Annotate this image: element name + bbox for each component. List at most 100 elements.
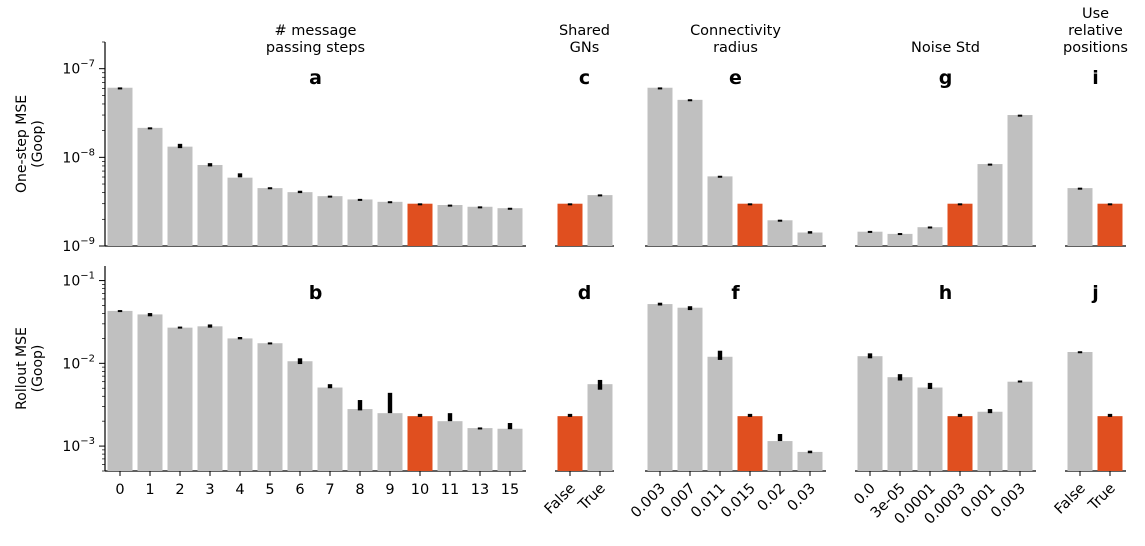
bar-j-False	[1067, 352, 1093, 471]
bar-e-0.03	[797, 232, 823, 246]
bar-a-13	[467, 206, 493, 246]
x-tick-label: True	[575, 480, 609, 514]
x-tick-label: True	[1085, 480, 1119, 514]
panel-letter-h: h	[939, 282, 953, 304]
bar-j-True	[1097, 416, 1123, 471]
error-bar-b-15	[507, 423, 513, 430]
bar-a-7	[317, 196, 343, 246]
bar-a-5	[257, 188, 283, 246]
x-tick-label: 8	[355, 482, 364, 498]
bar-f-0.011	[707, 356, 733, 471]
bar-c-True	[587, 195, 613, 246]
panel-letter-e: e	[729, 67, 742, 89]
column-title-5: relative	[1068, 23, 1123, 39]
bar-b-6	[287, 361, 313, 471]
error-bar-g-0.0	[867, 230, 873, 233]
x-tick-label: False	[1052, 480, 1089, 517]
error-bar-g-0.003	[1017, 114, 1023, 117]
bar-h-0.0001	[917, 387, 943, 471]
bar-a-8	[347, 199, 373, 246]
bar-e-0.003	[647, 87, 673, 247]
error-bar-b-8	[357, 400, 363, 411]
error-bar-i-False	[1077, 187, 1083, 190]
x-tick-label: 0.02	[755, 481, 789, 515]
bar-b-9	[377, 413, 403, 471]
error-bar-h-0.0001	[927, 382, 933, 389]
error-bar-b-6	[297, 358, 303, 365]
y-axis-label-row-2: Rollout MSE(Goop)	[14, 327, 46, 410]
bar-i-False	[1067, 188, 1093, 246]
bar-d-False	[557, 416, 583, 471]
bar-h-0.003	[1007, 381, 1033, 471]
bar-b-0	[107, 310, 133, 471]
column-title-5: positions	[1063, 40, 1128, 56]
error-bar-a-5	[267, 187, 273, 190]
error-bar-a-9	[387, 201, 393, 204]
bar-e-0.007	[677, 99, 703, 247]
panel-letter-a: a	[309, 67, 322, 89]
x-tick-label: 13	[471, 482, 489, 498]
bar-h-0.001	[977, 411, 1003, 471]
panel-letter-i: i	[1092, 67, 1099, 89]
error-bar-b-0	[117, 310, 123, 313]
column-title-2: Shared	[559, 23, 610, 39]
panel-letter-b: b	[309, 282, 323, 304]
bar-h-0.0003	[947, 416, 973, 471]
bar-b-7	[317, 387, 343, 471]
error-bar-f-0.03	[807, 450, 813, 454]
error-bar-i-True	[1107, 203, 1113, 206]
error-bar-a-1	[147, 127, 153, 130]
column-title-3: radius	[713, 40, 758, 56]
error-bar-b-9	[387, 392, 393, 414]
x-tick-label: 4	[235, 482, 244, 498]
error-bar-d-True	[597, 379, 603, 390]
x-tick-label: 9	[385, 482, 394, 498]
bar-a-10	[407, 203, 433, 246]
bar-a-15	[497, 208, 523, 246]
bar-a-11	[437, 205, 463, 246]
error-bar-e-0.03	[807, 231, 813, 234]
y-tick-label: 10−3	[62, 436, 95, 455]
bar-g-0.003	[1007, 115, 1033, 247]
column-title-2: GNs	[570, 40, 600, 56]
bar-h-3e-05	[887, 377, 913, 471]
bar-b-5	[257, 343, 283, 471]
panel-letter-j: j	[1091, 282, 1099, 304]
error-bar-f-0.015	[747, 413, 753, 417]
column-title-4: Noise Std	[911, 40, 980, 56]
error-bar-b-10	[417, 413, 423, 417]
error-bar-b-11	[447, 413, 453, 422]
bar-f-0.003	[647, 304, 673, 471]
bar-h-0.0	[857, 356, 883, 471]
error-bar-e-0.003	[657, 87, 663, 90]
bar-b-1	[137, 314, 163, 471]
error-bar-b-13	[477, 427, 483, 430]
error-bar-a-10	[417, 203, 423, 206]
bar-f-0.007	[677, 307, 703, 471]
bar-b-3	[197, 326, 223, 471]
error-bar-f-0.011	[717, 350, 723, 360]
error-bar-d-False	[567, 413, 573, 417]
error-bar-b-4	[237, 337, 243, 340]
error-bar-h-0.001	[987, 409, 993, 414]
x-tick-label: 0.03	[785, 481, 819, 515]
error-bar-a-3	[207, 163, 213, 167]
error-bar-a-0	[117, 87, 123, 90]
bar-a-4	[227, 177, 253, 246]
y-tick-label: 10−7	[62, 59, 95, 78]
bar-b-10	[407, 416, 433, 471]
error-bar-h-0.003	[1017, 380, 1023, 383]
panel-letter-d: d	[578, 282, 592, 304]
error-bar-f-0.007	[687, 306, 693, 311]
error-bar-a-8	[357, 198, 363, 201]
bar-f-0.02	[767, 441, 793, 471]
error-bar-e-0.02	[777, 219, 783, 222]
error-bar-b-1	[147, 313, 153, 317]
bar-c-False	[557, 203, 583, 246]
error-bar-h-3e-05	[897, 374, 903, 381]
x-tick-label: 1	[145, 482, 154, 498]
x-tick-label: 0.015	[718, 481, 759, 522]
x-tick-label: 7	[325, 482, 334, 498]
y-tick-label: 10−2	[62, 353, 95, 372]
error-bar-g-3e-05	[897, 233, 903, 236]
